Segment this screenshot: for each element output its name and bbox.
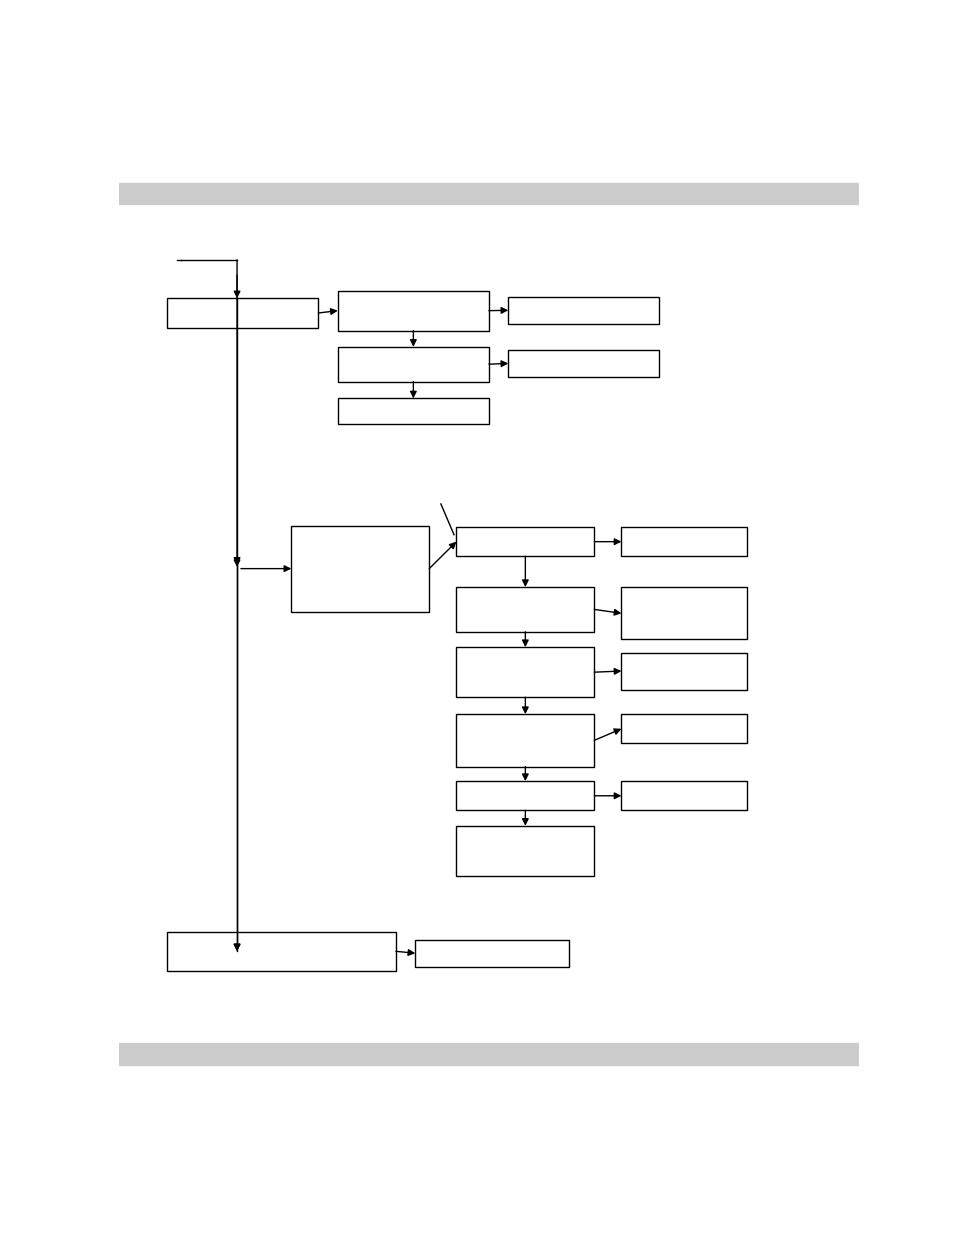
Bar	[119, 183, 858, 205]
Bar	[620, 527, 746, 556]
Bar	[337, 290, 488, 331]
Bar	[620, 652, 746, 689]
Bar	[337, 347, 488, 382]
Bar	[620, 587, 746, 640]
Bar	[167, 299, 318, 327]
Bar	[456, 527, 594, 556]
Bar	[119, 1042, 858, 1065]
Bar	[456, 647, 594, 698]
Bar	[620, 782, 746, 810]
Bar	[456, 826, 594, 876]
Bar	[415, 940, 568, 967]
Bar	[456, 782, 594, 810]
Bar	[337, 399, 488, 424]
Bar	[291, 526, 429, 611]
Bar	[456, 587, 594, 632]
Bar	[456, 714, 594, 767]
Bar	[508, 350, 659, 377]
Bar	[508, 296, 659, 324]
Bar	[167, 932, 395, 971]
Bar	[620, 714, 746, 743]
